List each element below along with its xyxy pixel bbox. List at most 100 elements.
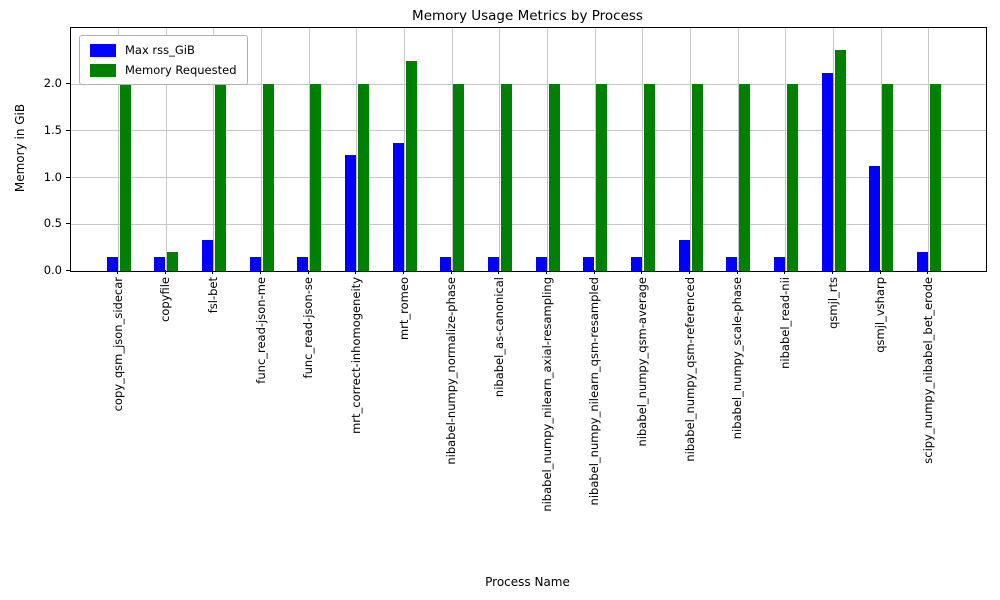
x-tick-label: mrt_correct-inhomogeneity <box>348 277 363 434</box>
x-tick-mark <box>117 270 119 274</box>
y-tick-label: 2.0 <box>43 76 62 91</box>
x-tick-mark <box>832 270 834 274</box>
x-tick-label: nibabel_numpy_scale-phase <box>730 277 745 440</box>
x-tick-label: func_read-json-se <box>301 277 316 379</box>
v-gridline <box>737 28 739 271</box>
x-tick-label: copyfile <box>158 277 173 322</box>
x-tick-label: qsmjl_rts <box>825 277 840 329</box>
bar-memory-requested <box>167 252 179 271</box>
x-tick-mark <box>546 270 548 274</box>
x-tick-mark <box>736 270 738 274</box>
h-gridline <box>71 83 986 85</box>
bar-max-rss <box>440 256 452 271</box>
bar-max-rss <box>487 256 499 271</box>
bar-memory-requested <box>214 84 226 271</box>
legend-item: Max rss_GiB <box>90 43 237 57</box>
bar-max-rss <box>678 240 690 271</box>
y-tick-mark <box>66 129 70 131</box>
legend-label: Max rss_GiB <box>125 43 195 57</box>
bar-memory-requested <box>453 84 465 271</box>
x-tick-mark <box>927 270 929 274</box>
v-gridline <box>451 28 453 271</box>
y-tick-label: 0.0 <box>43 263 62 277</box>
v-gridline <box>928 28 930 271</box>
v-gridline <box>547 28 549 271</box>
x-tick-label: nibabel_numpy_qsm-average <box>634 277 649 447</box>
legend-swatch-memory-requested <box>90 63 116 77</box>
bar-memory-requested <box>119 84 131 271</box>
bar-memory-requested <box>596 84 608 271</box>
x-tick-mark <box>164 270 166 274</box>
bar-max-rss <box>392 142 404 271</box>
x-tick-mark <box>355 270 357 274</box>
x-tick-label: nibabel_numpy_qsm-referenced <box>682 277 697 462</box>
x-tick-label: fsl-bet <box>205 277 220 314</box>
y-tick-label: 1.5 <box>43 122 62 137</box>
y-tick-mark <box>66 83 70 85</box>
chart-title: Memory Usage Metrics by Process <box>412 8 643 24</box>
x-tick-label: nibabel-numpy_normalize-phase <box>444 277 459 465</box>
bar-max-rss <box>249 256 261 271</box>
v-gridline <box>499 28 501 271</box>
v-gridline <box>833 28 835 271</box>
bar-max-rss <box>726 256 738 271</box>
bar-max-rss <box>773 256 785 271</box>
y-tick-mark <box>66 223 70 225</box>
bar-max-rss <box>583 256 595 271</box>
bar-memory-requested <box>739 84 751 271</box>
v-gridline <box>785 28 787 271</box>
bar-memory-requested <box>834 49 846 271</box>
x-tick-label: mrt_romeo <box>396 277 411 341</box>
bar-max-rss <box>821 72 833 271</box>
v-gridline <box>308 28 310 271</box>
v-gridline <box>690 28 692 271</box>
v-gridline <box>213 28 215 271</box>
bar-memory-requested <box>310 84 322 271</box>
x-tick-mark <box>689 270 691 274</box>
v-gridline <box>404 28 406 271</box>
bar-memory-requested <box>882 84 894 271</box>
bar-max-rss <box>535 256 547 271</box>
legend-swatch-max-rss <box>90 43 116 57</box>
x-tick-label: nibabel_as-canonical <box>491 277 506 398</box>
h-gridline <box>71 130 986 132</box>
bar-memory-requested <box>500 84 512 271</box>
v-gridline <box>880 28 882 271</box>
x-tick-mark <box>641 270 643 274</box>
plot-area: Max rss_GiB Memory Requested <box>70 27 987 272</box>
bar-max-rss <box>916 252 928 271</box>
y-tick-label: 1.0 <box>43 169 62 184</box>
bar-max-rss <box>154 256 166 271</box>
y-tick-mark <box>66 176 70 178</box>
x-axis-label: Process Name <box>485 575 570 589</box>
bar-max-rss <box>869 166 881 271</box>
x-tick-mark <box>212 270 214 274</box>
v-gridline <box>594 28 596 271</box>
bar-max-rss <box>297 256 309 271</box>
h-gridline <box>71 177 986 179</box>
bar-memory-requested <box>548 84 560 271</box>
v-gridline <box>261 28 263 271</box>
bar-max-rss <box>344 155 356 271</box>
y-tick-label: 0.5 <box>43 216 62 231</box>
bar-memory-requested <box>405 60 417 271</box>
v-gridline <box>356 28 358 271</box>
bar-memory-requested <box>643 84 655 271</box>
x-tick-mark <box>260 270 262 274</box>
x-tick-mark <box>403 270 405 274</box>
x-tick-mark <box>498 270 500 274</box>
bar-max-rss <box>201 240 213 271</box>
x-tick-label: nibabel_read-nii <box>777 277 792 369</box>
x-tick-mark <box>784 270 786 274</box>
x-tick-label: nibabel_numpy_nilearn_qsm-resampled <box>587 277 602 506</box>
v-gridline <box>165 28 167 271</box>
x-tick-mark <box>879 270 881 274</box>
bars-layer <box>71 28 986 271</box>
x-tick-label: qsmjl_vsharp <box>873 277 888 353</box>
bar-max-rss <box>630 256 642 271</box>
v-gridline <box>642 28 644 271</box>
x-tick-label: nibabel_numpy_nilearn_axial-resampling <box>539 277 554 512</box>
legend-item: Memory Requested <box>90 63 237 77</box>
x-tick-mark <box>307 270 309 274</box>
